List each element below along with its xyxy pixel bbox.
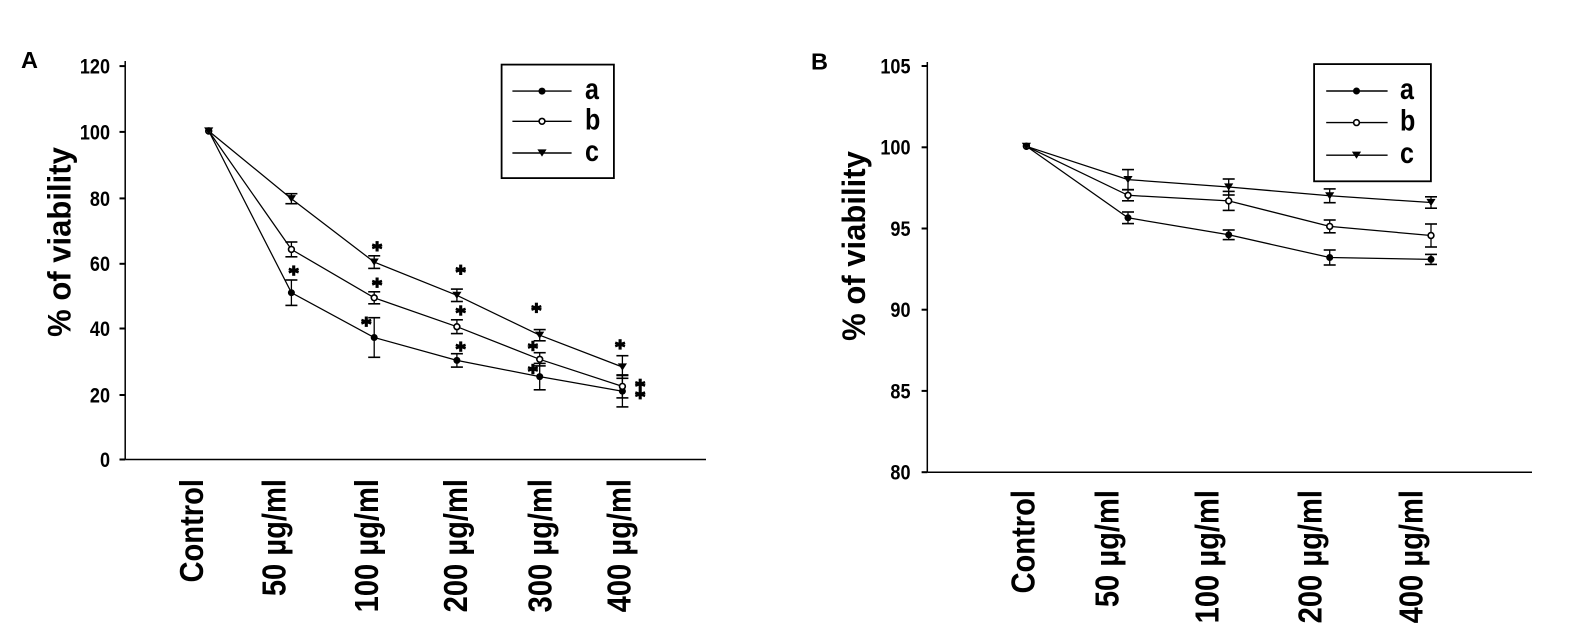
svg-text:50 µg/ml: 50 µg/ml <box>256 479 293 596</box>
svg-text:120: 120 <box>80 55 110 79</box>
svg-text:105: 105 <box>880 55 910 79</box>
svg-text:B: B <box>811 49 828 75</box>
svg-text:a: a <box>585 72 600 105</box>
svg-text:% of viability: % of viability <box>41 147 78 337</box>
svg-text:100: 100 <box>880 136 910 160</box>
svg-text:b: b <box>585 102 600 135</box>
svg-text:c: c <box>585 134 599 167</box>
svg-text:85: 85 <box>890 380 910 404</box>
svg-text:Control: Control <box>173 479 210 583</box>
svg-text:200 µg/ml: 200 µg/ml <box>1292 490 1329 623</box>
svg-text:80: 80 <box>890 461 910 485</box>
svg-text:300 µg/ml: 300 µg/ml <box>522 479 559 612</box>
svg-text:50 µg/ml: 50 µg/ml <box>1089 490 1126 607</box>
svg-text:0: 0 <box>100 448 110 472</box>
svg-text:Control: Control <box>1005 490 1042 594</box>
svg-text:90: 90 <box>890 299 910 323</box>
svg-text:400 µg/ml: 400 µg/ml <box>601 479 638 612</box>
svg-text:400 µg/ml: 400 µg/ml <box>1393 490 1430 623</box>
svg-text:a: a <box>1400 72 1415 105</box>
svg-text:20: 20 <box>90 384 110 408</box>
svg-text:100: 100 <box>80 121 110 145</box>
svg-text:40: 40 <box>90 317 110 341</box>
svg-text:% of viability: % of viability <box>836 151 873 341</box>
svg-text:100 µg/ml: 100 µg/ml <box>1189 490 1226 623</box>
svg-text:200 µg/ml: 200 µg/ml <box>437 479 474 612</box>
svg-text:A: A <box>21 47 38 73</box>
svg-text:80: 80 <box>90 187 110 211</box>
svg-text:100 µg/ml: 100 µg/ml <box>348 479 385 612</box>
svg-text:95: 95 <box>890 217 910 241</box>
svg-text:c: c <box>1400 136 1414 169</box>
svg-text:b: b <box>1400 104 1415 137</box>
svg-text:60: 60 <box>90 253 110 277</box>
